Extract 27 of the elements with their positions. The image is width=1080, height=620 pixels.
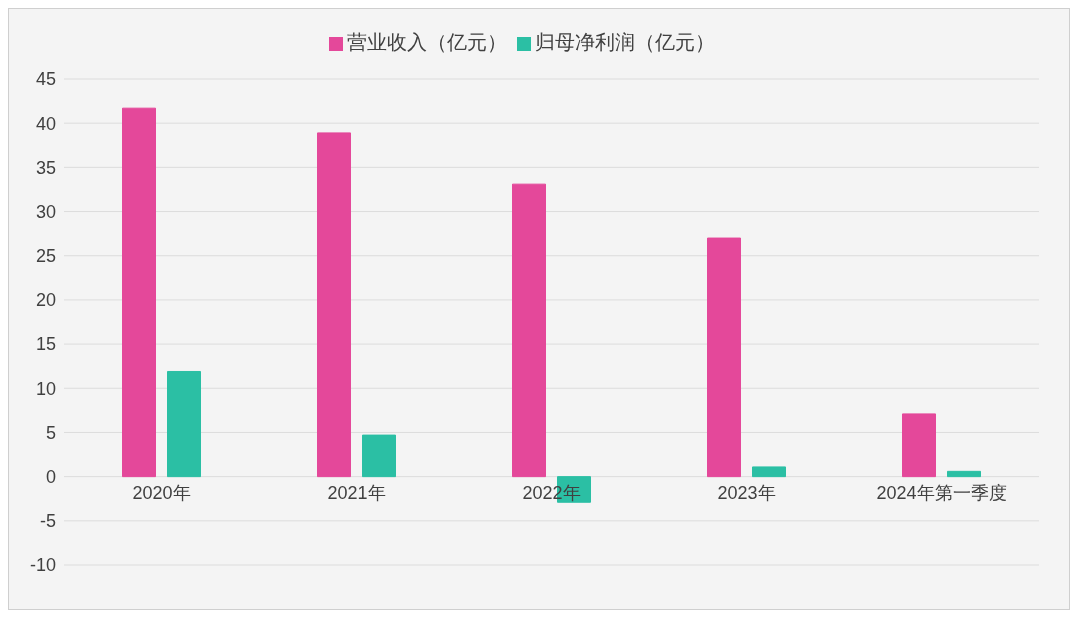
y-tick-label: 10: [35, 378, 56, 399]
bar: [902, 413, 936, 478]
x-tick-label: 2023年: [717, 482, 776, 503]
y-tick-label: 5: [45, 422, 56, 443]
y-tick-label: 45: [35, 69, 56, 90]
y-tick-label: 25: [35, 246, 56, 267]
y-tick-label: 0: [45, 467, 56, 488]
legend-label: 归母净利润（亿元）: [534, 31, 715, 53]
bar: [167, 370, 201, 478]
bar: [362, 434, 396, 478]
bar: [122, 107, 156, 478]
bar: [707, 237, 741, 478]
y-tick-label: 40: [35, 113, 56, 134]
legend-label: 营业收入（亿元）: [346, 31, 507, 53]
y-tick-label: 15: [35, 334, 56, 355]
y-tick-label: -10: [29, 555, 56, 576]
bar: [947, 470, 981, 478]
x-tick-label: 2020年: [132, 482, 191, 503]
y-tick-label: 30: [35, 201, 56, 222]
y-tick-label: 35: [35, 157, 56, 178]
bar: [317, 132, 351, 478]
y-tick-label: 20: [35, 290, 56, 311]
y-tick-label: -5: [39, 511, 56, 532]
bar: [512, 183, 546, 478]
x-tick-label: 2024年第一季度: [876, 482, 1007, 503]
x-tick-label: 2021年: [327, 482, 386, 503]
bar: [752, 466, 786, 478]
